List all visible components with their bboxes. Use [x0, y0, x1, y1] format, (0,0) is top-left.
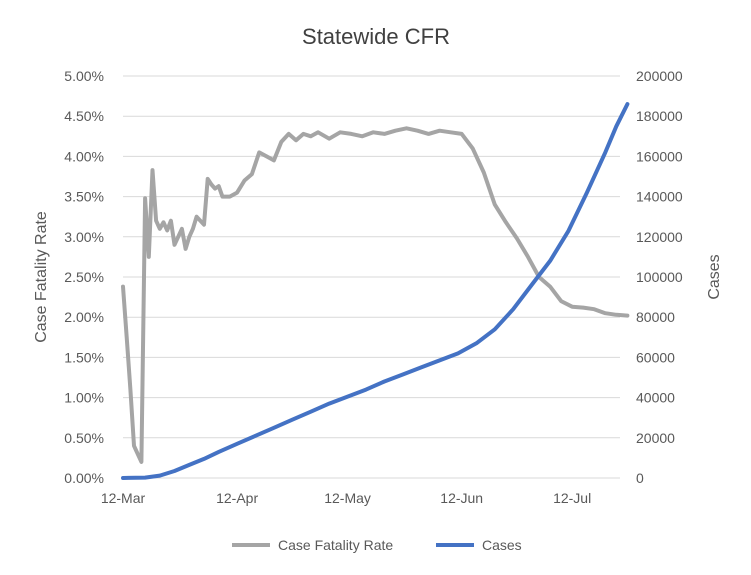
x-axis-ticks: 12-Mar 12-Apr 12-May 12-Jun 12-Jul [101, 490, 591, 506]
right-axis-ticks: 0 20000 40000 60000 80000 100000 120000 140000 1… [636, 68, 683, 486]
y-tick-label: 4.00% [64, 148, 104, 164]
cases-line [121, 102, 630, 480]
y-tick-label: 1.00% [64, 390, 104, 406]
y-tick-label: 1.50% [64, 349, 104, 365]
right-axis-title: Cases [706, 254, 723, 299]
x-tick-label: 12-Jun [440, 490, 483, 506]
x-tick-label: 12-Apr [216, 490, 258, 506]
left-axis-ticks: 0.00% 0.50% 1.00% 1.50% 2.00% 2.50% 3.00% 3.50%… [64, 68, 104, 486]
gridlines [123, 75, 620, 479]
y2-tick-label: 120000 [636, 229, 683, 245]
y-tick-label: 3.00% [64, 229, 104, 245]
x-tick-label: 12-Mar [101, 490, 146, 506]
y2-tick-label: 20000 [636, 430, 675, 446]
y-tick-label: 4.50% [64, 108, 104, 124]
cfr-line [121, 126, 630, 464]
chart-title: Statewide CFR [302, 24, 450, 49]
y2-tick-label: 40000 [636, 390, 675, 406]
left-axis-title: Case Fatality Rate [33, 211, 50, 343]
y-tick-label: 2.00% [64, 309, 104, 325]
y2-tick-label: 140000 [636, 189, 683, 205]
x-tick-label: 12-Jul [553, 490, 591, 506]
y2-tick-label: 0 [636, 470, 644, 486]
y-tick-label: 5.00% [64, 68, 104, 84]
legend-label-cfr: Case Fatality Rate [278, 537, 393, 553]
y-tick-label: 0.50% [64, 430, 104, 446]
series-lines [121, 102, 630, 480]
y2-tick-label: 100000 [636, 269, 683, 285]
y2-tick-label: 160000 [636, 148, 683, 164]
y-tick-label: 0.00% [64, 470, 104, 486]
y-tick-label: 3.50% [64, 189, 104, 205]
y2-tick-label: 80000 [636, 309, 675, 325]
legend: Case Fatality Rate Cases [232, 537, 522, 553]
y-tick-label: 2.50% [64, 269, 104, 285]
y2-tick-label: 200000 [636, 68, 683, 84]
legend-label-cases: Cases [482, 537, 522, 553]
y2-tick-label: 180000 [636, 108, 683, 124]
x-tick-label: 12-May [324, 490, 371, 506]
y2-tick-label: 60000 [636, 349, 675, 365]
